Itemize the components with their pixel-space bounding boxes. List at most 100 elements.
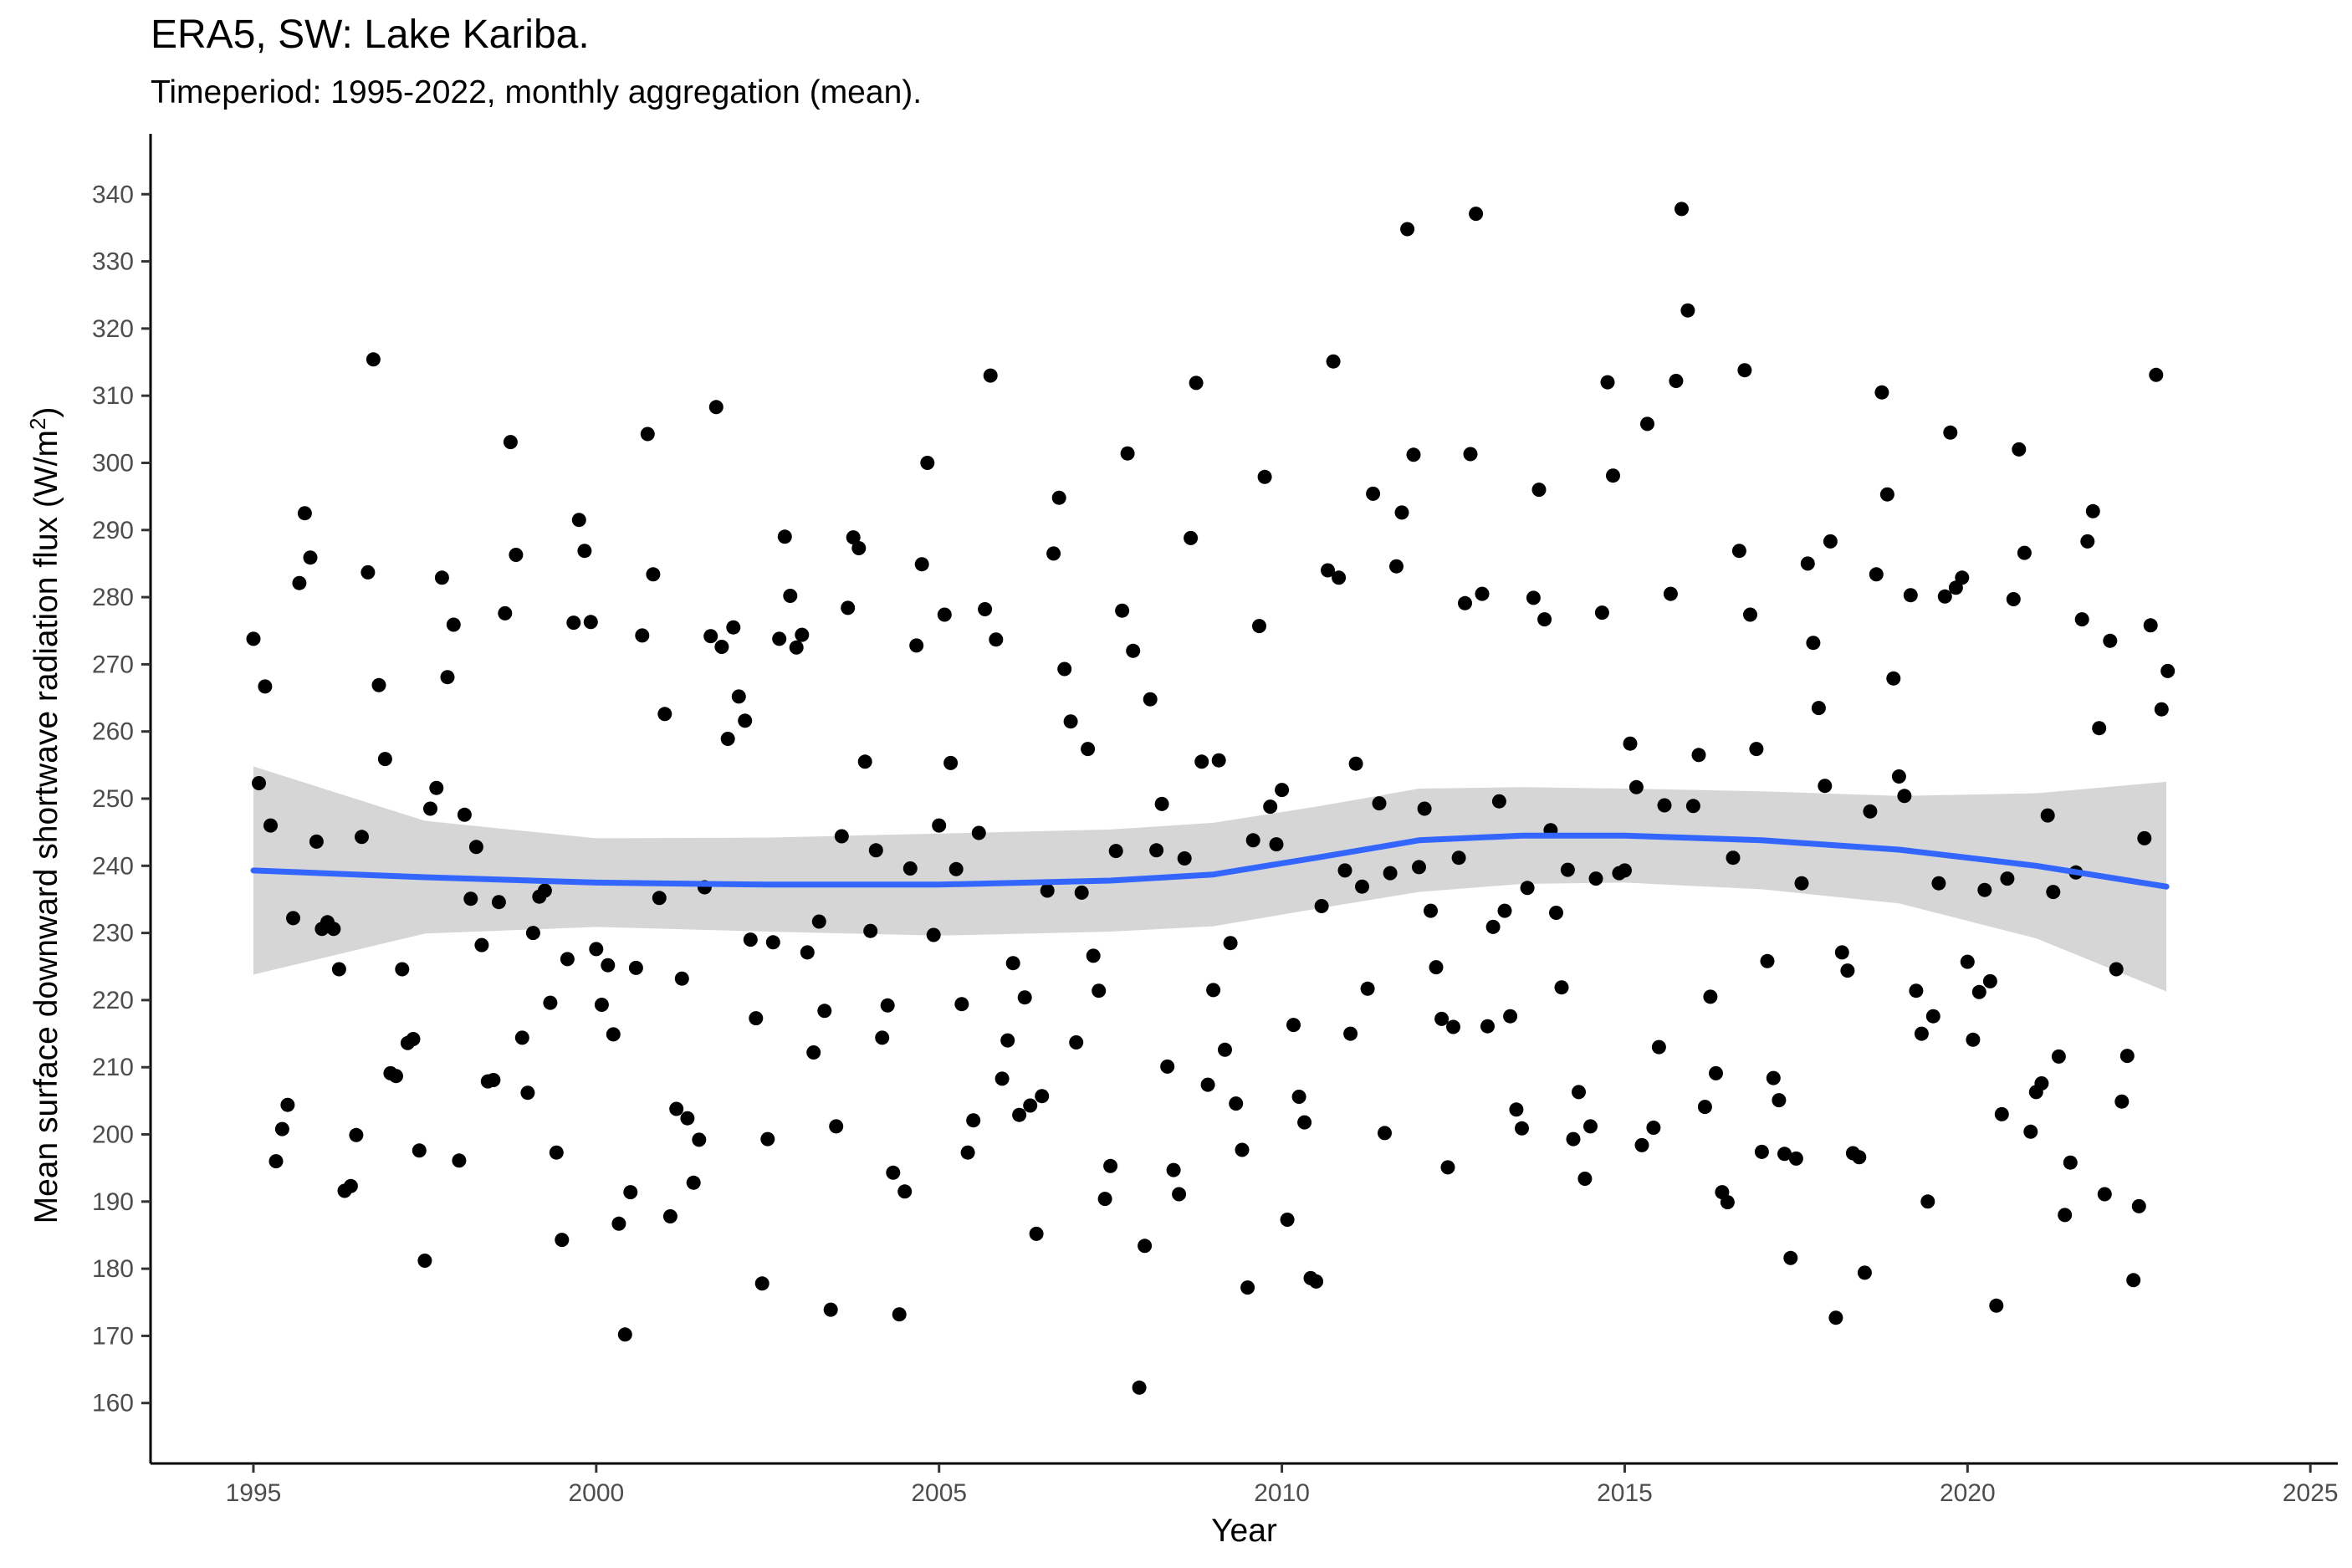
data-point	[2006, 592, 2021, 606]
data-point	[1903, 588, 1918, 603]
data-point	[406, 1032, 421, 1046]
data-point	[1069, 1035, 1084, 1050]
data-point	[389, 1069, 403, 1084]
data-point	[1074, 885, 1089, 900]
data-point	[1783, 1250, 1798, 1265]
data-point	[2017, 545, 2032, 560]
data-point	[937, 607, 952, 622]
data-point	[543, 995, 558, 1010]
data-point	[589, 942, 604, 957]
data-point	[1120, 446, 1135, 461]
data-point	[623, 1185, 638, 1200]
data-point	[1600, 375, 1615, 390]
y-tick-label: 250	[92, 785, 134, 813]
data-point	[566, 615, 581, 631]
data-point	[1160, 1059, 1175, 1074]
data-point	[1326, 354, 1341, 369]
data-point	[1526, 590, 1541, 605]
data-point	[2154, 702, 2169, 717]
data-point	[1955, 570, 1970, 585]
data-point	[1594, 605, 1609, 621]
data-point	[1937, 589, 1952, 604]
y-tick-label: 200	[92, 1121, 134, 1149]
data-point	[708, 400, 723, 415]
data-point	[909, 638, 924, 653]
data-point	[1806, 636, 1821, 651]
data-point	[1366, 486, 1381, 501]
data-point	[635, 628, 650, 643]
data-point	[498, 605, 513, 621]
data-point	[1092, 983, 1107, 999]
data-point	[617, 1327, 632, 1342]
y-tick-label: 320	[92, 315, 134, 343]
data-point	[1794, 876, 1809, 891]
x-tick-label: 2020	[1940, 1479, 1996, 1507]
y-tick-label: 190	[92, 1188, 134, 1216]
data-point	[1394, 505, 1409, 520]
data-point	[954, 997, 969, 1012]
chart-title: ERA5, SW: Lake Kariba.	[151, 13, 590, 57]
data-point	[1463, 447, 1478, 462]
data-point	[1491, 794, 1506, 809]
data-point	[2126, 1273, 2141, 1288]
confidence-ribbon-layer	[253, 766, 2167, 992]
data-point	[1857, 1265, 1872, 1280]
data-point	[1749, 742, 1764, 757]
data-point	[800, 945, 815, 960]
data-point	[2160, 663, 2176, 678]
x-tick-label: 2010	[1254, 1479, 1310, 1507]
data-point	[1811, 701, 1826, 716]
data-point	[754, 1276, 770, 1291]
data-point	[1931, 876, 1946, 891]
data-point	[355, 830, 369, 845]
data-point	[2097, 1187, 2112, 1202]
data-point	[1252, 619, 1266, 634]
data-point	[434, 570, 449, 585]
data-point	[292, 575, 307, 590]
y-tick-label: 260	[92, 718, 134, 746]
data-point	[258, 679, 273, 694]
data-point	[868, 843, 883, 858]
data-point	[1023, 1098, 1038, 1113]
data-point	[1086, 948, 1101, 963]
data-point	[280, 1097, 295, 1112]
x-tick-label: 1995	[226, 1479, 282, 1507]
data-point	[1275, 783, 1290, 798]
data-point	[326, 922, 341, 937]
data-point	[1669, 374, 1684, 388]
data-point	[1629, 779, 1644, 794]
data-point	[2109, 962, 2124, 977]
data-point	[486, 1073, 501, 1087]
data-points-layer	[246, 202, 2176, 1395]
data-point	[703, 629, 718, 644]
data-point	[1754, 1144, 1769, 1159]
data-point	[1177, 851, 1192, 866]
data-point	[537, 883, 552, 898]
data-point	[1005, 956, 1020, 971]
data-point	[1646, 1121, 1661, 1135]
data-point	[851, 541, 867, 555]
data-point	[760, 1131, 775, 1147]
data-point	[1400, 222, 1415, 237]
data-point	[601, 958, 616, 973]
data-point	[463, 891, 478, 907]
data-point	[1891, 769, 1906, 784]
data-point	[1458, 595, 1472, 610]
data-point	[1971, 984, 1986, 999]
data-point	[1291, 1090, 1306, 1104]
data-point	[1429, 960, 1444, 975]
data-point	[1560, 862, 1575, 877]
data-point	[2143, 618, 2158, 633]
y-tick-label: 300	[92, 449, 134, 477]
y-axis-title-end: )	[28, 407, 64, 418]
data-point	[875, 1030, 890, 1045]
data-point	[1245, 833, 1260, 848]
y-tick-label: 230	[92, 920, 134, 947]
data-point	[1726, 850, 1741, 866]
data-point	[646, 567, 661, 582]
x-tick-label: 2015	[1597, 1479, 1653, 1507]
data-point	[1132, 1380, 1147, 1395]
data-point	[1097, 1192, 1112, 1207]
data-point	[309, 834, 324, 849]
y-tick-label: 170	[92, 1322, 134, 1350]
